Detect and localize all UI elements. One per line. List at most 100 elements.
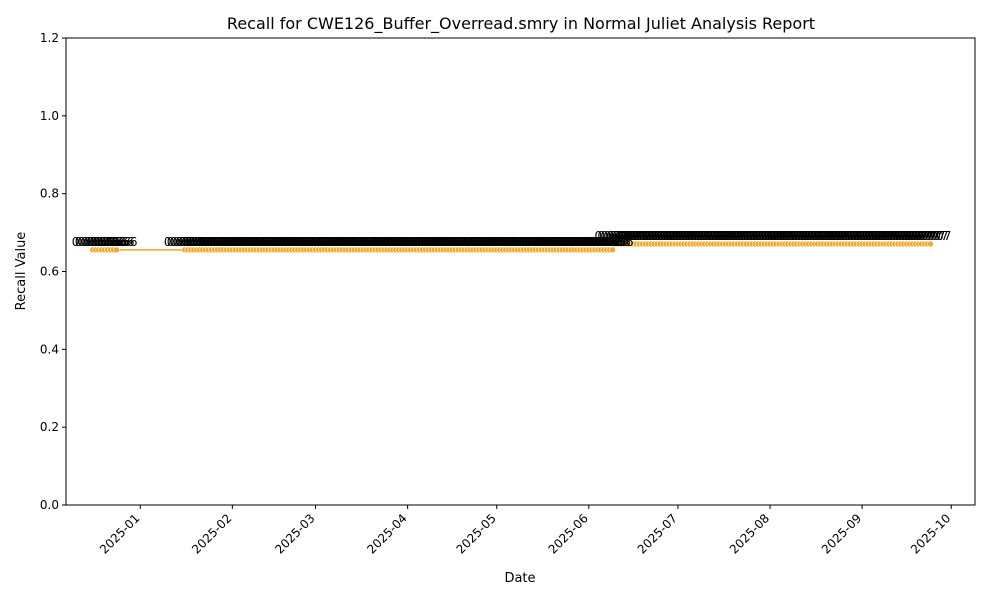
x-tick-label: 2025-09 [819, 511, 864, 556]
data-label: 0.6556 [443, 235, 485, 249]
data-label: 0.6556 [556, 235, 598, 249]
data-label: 0.6556 [505, 235, 547, 249]
data-label: 0.6556 [428, 235, 470, 249]
data-label: 0.6556 [464, 235, 506, 249]
data-label: 0.6707 [669, 229, 711, 243]
data-label: 0.6707 [678, 229, 720, 243]
data-label: 0.6556 [354, 235, 396, 249]
data-label: 0.6556 [437, 235, 479, 249]
data-label: 0.6707 [835, 229, 877, 243]
data-label: 0.6556 [176, 235, 218, 249]
data-label: 0.6556 [399, 235, 441, 249]
data-label: 0.6556 [312, 235, 354, 249]
data-label: 0.6556 [494, 235, 536, 249]
data-label: 0.6707 [865, 229, 907, 243]
data-label: 0.6707 [743, 229, 785, 243]
data-label: 0.6556 [199, 235, 241, 249]
data-label: 0.6707 [847, 229, 889, 243]
data-label: 0.6556 [363, 235, 405, 249]
data-label: 0.6707 [791, 229, 833, 243]
data-label: 0.6556 [384, 235, 426, 249]
data-label: 0.6556 [81, 235, 123, 249]
data-label: 0.6707 [850, 229, 892, 243]
data-label: 0.6707 [752, 229, 794, 243]
data-label: 0.6556 [488, 235, 530, 249]
data-label: 0.6556 [431, 235, 473, 249]
data-label: 0.6556 [164, 235, 206, 249]
data-label: 0.6556 [315, 235, 357, 249]
data-label: 0.6707 [734, 229, 776, 243]
data-label: 0.6556 [538, 235, 580, 249]
data-label: 0.6707 [856, 229, 898, 243]
data-label: 0.6707 [719, 229, 761, 243]
data-label: 0.6707 [651, 229, 693, 243]
data-label: 0.6707 [693, 229, 735, 243]
data-label: 0.6707 [713, 229, 755, 243]
data-label: 0.6556 [253, 235, 295, 249]
data-label: 0.6556 [500, 235, 542, 249]
data-label: 0.6707 [814, 229, 856, 243]
data-label: 0.6556 [568, 235, 610, 249]
data-label: 0.6556 [366, 235, 408, 249]
data-label: 0.6707 [898, 229, 940, 243]
data-label: 0.6556 [217, 235, 259, 249]
data-label: 0.6707 [606, 229, 648, 243]
data-label: 0.6556 [286, 235, 328, 249]
data-label: 0.6556 [211, 235, 253, 249]
data-label: 0.6556 [446, 235, 488, 249]
data-label: 0.6707 [817, 229, 859, 243]
data-label: 0.6707 [785, 229, 827, 243]
data-label: 0.6707 [699, 229, 741, 243]
data-label: 0.6707 [642, 229, 684, 243]
data-label: 0.6556 [330, 235, 372, 249]
data-label: 0.6556 [393, 235, 435, 249]
data-label: 0.6707 [654, 229, 696, 243]
y-tick-label: 1.2 [40, 31, 59, 45]
data-label: 0.6556 [565, 235, 607, 249]
x-tick-label: 2025-06 [546, 511, 591, 556]
data-label: 0.6556 [387, 235, 429, 249]
data-label: 0.6556 [84, 235, 126, 249]
data-label: 0.6707 [874, 229, 916, 243]
y-axis-label: Recall Value [14, 232, 29, 311]
data-label: 0.6556 [289, 235, 331, 249]
data-label: 0.6707 [877, 229, 919, 243]
data-label: 0.6556 [589, 235, 631, 249]
data-label: 0.6707 [758, 229, 800, 243]
x-tick-label: 2025-08 [727, 511, 772, 556]
y-tick-label: 0.0 [40, 498, 59, 512]
data-label: 0.6556 [182, 235, 224, 249]
data-label: 0.6707 [746, 229, 788, 243]
data-label: 0.6556 [303, 235, 345, 249]
data-label: 0.6707 [660, 229, 702, 243]
data-label: 0.6707 [886, 229, 928, 243]
x-tick-label: 2025-05 [454, 511, 499, 556]
data-label: 0.6556 [357, 235, 399, 249]
data-label: 0.6556 [375, 235, 417, 249]
data-label: 0.6707 [716, 229, 758, 243]
data-label: 0.6707 [844, 229, 886, 243]
y-tick-label: 0.2 [40, 420, 59, 434]
data-label: 0.6556 [191, 235, 233, 249]
data-label: 0.6556 [416, 235, 458, 249]
data-label: 0.6556 [458, 235, 500, 249]
data-label: 0.6556 [455, 235, 497, 249]
data-label: 0.6707 [636, 229, 678, 243]
data-label: 0.6556 [592, 235, 634, 249]
data-label: 0.6556 [523, 235, 565, 249]
data-label: 0.6556 [413, 235, 455, 249]
data-label: 0.6556 [295, 235, 337, 249]
data-label: 0.6707 [648, 229, 690, 243]
data-label: 0.6556 [407, 235, 449, 249]
data-label: 0.6707 [808, 229, 850, 243]
data-label: 0.6556 [497, 235, 539, 249]
data-label: 0.6556 [214, 235, 256, 249]
data-label: 0.6556 [321, 235, 363, 249]
data-label: 0.6556 [544, 235, 586, 249]
data-label: 0.6556 [535, 235, 577, 249]
data-label: 0.6556 [348, 235, 390, 249]
plot-area: 0.65560.65560.65560.65560.65560.65560.65… [72, 229, 951, 254]
data-label: 0.6556 [502, 235, 544, 249]
data-label: 0.6556 [188, 235, 230, 249]
data-label: 0.6707 [601, 229, 643, 243]
